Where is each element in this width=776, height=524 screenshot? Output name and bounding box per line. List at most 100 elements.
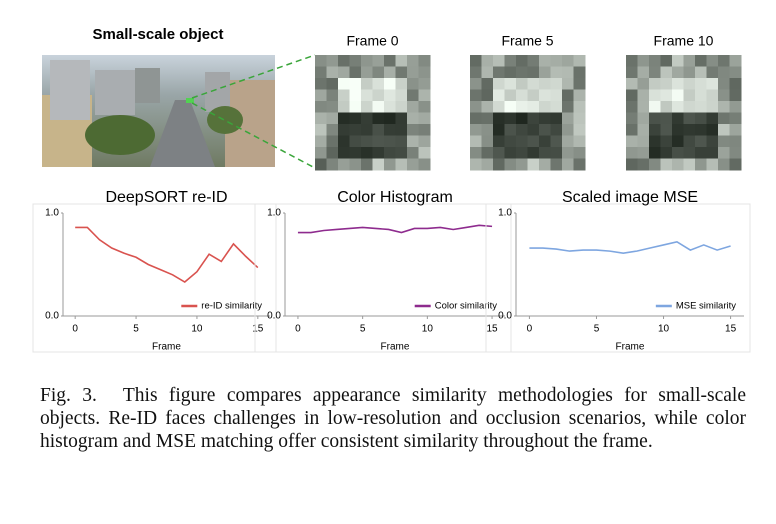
crop-pixel <box>516 147 528 159</box>
crop-label: Frame 5 <box>501 33 553 49</box>
crop-pixel <box>407 135 419 148</box>
crop-pixel <box>326 55 339 67</box>
crop-pixel <box>527 147 540 159</box>
crop-pixel <box>504 112 517 125</box>
crop-pixel <box>527 101 540 113</box>
crop-pixel <box>573 158 586 171</box>
crop-pixel <box>695 124 707 136</box>
crop-pixel <box>637 55 650 67</box>
crop-pixel <box>729 112 742 125</box>
crop-pixel <box>372 55 385 67</box>
line <box>529 240 731 254</box>
crop-pixel <box>361 112 373 125</box>
crop-pixel <box>349 89 362 102</box>
crop-pixel <box>660 66 673 79</box>
crop-pixel <box>481 78 494 90</box>
crop-pixel <box>706 89 719 102</box>
crop-pixel <box>338 135 350 148</box>
crop-pixel <box>695 55 707 67</box>
crop-pixel <box>683 55 696 67</box>
crop-pixel <box>407 147 419 159</box>
crop-pixel <box>361 78 373 90</box>
crop-pixel <box>361 55 373 67</box>
crop-pixel <box>573 147 586 159</box>
crop-pixel <box>504 89 517 102</box>
crop-pixel <box>706 55 719 67</box>
crop-pixel <box>527 112 540 125</box>
crop-pixel <box>550 55 563 67</box>
crop-pixel <box>384 55 396 67</box>
crop-pixel <box>706 124 719 136</box>
crop-pixel <box>527 78 540 90</box>
crop-pixel <box>470 158 482 171</box>
crop-pixel <box>516 101 528 113</box>
x-tick-label: 15 <box>486 324 498 335</box>
crop-pixel <box>493 55 505 67</box>
crop-pixel <box>637 101 650 113</box>
crop-pixel <box>418 112 431 125</box>
crop-pixel <box>470 112 482 125</box>
crop-pixel <box>660 135 673 148</box>
crop-pixel <box>338 112 350 125</box>
crop-pixel <box>504 158 517 171</box>
crop-pixel <box>718 147 730 159</box>
crop-pixel <box>718 89 730 102</box>
crop-pixel <box>481 89 494 102</box>
crop-pixel <box>326 135 339 148</box>
crop-pixel <box>527 135 540 148</box>
x-tick-label: 15 <box>725 324 737 335</box>
crop-pixel <box>315 89 327 102</box>
crop-pixel <box>706 101 719 113</box>
x-axis-label: Frame <box>152 342 181 353</box>
crop-pixel <box>395 124 408 136</box>
crop-pixel <box>683 89 696 102</box>
crop-pixel <box>395 112 408 125</box>
crop-pixel <box>407 158 419 171</box>
crop-pixel <box>649 124 661 136</box>
crop-pixel <box>706 78 719 90</box>
crop-pixel <box>395 135 408 148</box>
crop-pixel <box>516 124 528 136</box>
crop-pixel <box>649 89 661 102</box>
crop-pixel <box>562 158 574 171</box>
x-tick-label: 0 <box>72 324 78 335</box>
crop-pixel <box>516 112 528 125</box>
crop-pixel <box>729 147 742 159</box>
crop-pixel <box>349 135 362 148</box>
crop-pixel <box>539 89 551 102</box>
crop-pixel <box>407 124 419 136</box>
crop-pixel <box>729 124 742 136</box>
crop-pixel <box>407 89 419 102</box>
crop-pixel <box>493 112 505 125</box>
legend-label: Color similarity <box>435 301 498 312</box>
crop-pixel <box>418 78 431 90</box>
crop-pixel <box>504 55 517 67</box>
crop-pixel <box>550 66 563 79</box>
crop-pixel <box>649 112 661 125</box>
crop-pixel <box>562 66 574 79</box>
crop-pixel <box>683 112 696 125</box>
crop-pixel <box>695 89 707 102</box>
crop-pixel <box>493 101 505 113</box>
crop-pixel <box>706 158 719 171</box>
crop-pixel <box>573 55 586 67</box>
crop-pixel <box>729 66 742 79</box>
crop-pixel <box>338 101 350 113</box>
crop-pixel <box>550 124 563 136</box>
crop-pixel <box>418 101 431 113</box>
crop-pixel <box>718 55 730 67</box>
crop-pixel <box>729 101 742 113</box>
crop-pixel <box>418 55 431 67</box>
crop-label: Frame 0 <box>346 33 398 49</box>
crop-pixel <box>326 112 339 125</box>
crop-pixel <box>504 101 517 113</box>
x-tick-label: 5 <box>360 324 366 335</box>
crop-pixel <box>729 89 742 102</box>
crop-pixel <box>338 78 350 90</box>
crop-pixel <box>550 89 563 102</box>
crop-pixel <box>418 66 431 79</box>
crop-pixel <box>660 147 673 159</box>
crop-pixel <box>637 158 650 171</box>
crop-pixel <box>649 101 661 113</box>
crop-pixel <box>349 55 362 67</box>
